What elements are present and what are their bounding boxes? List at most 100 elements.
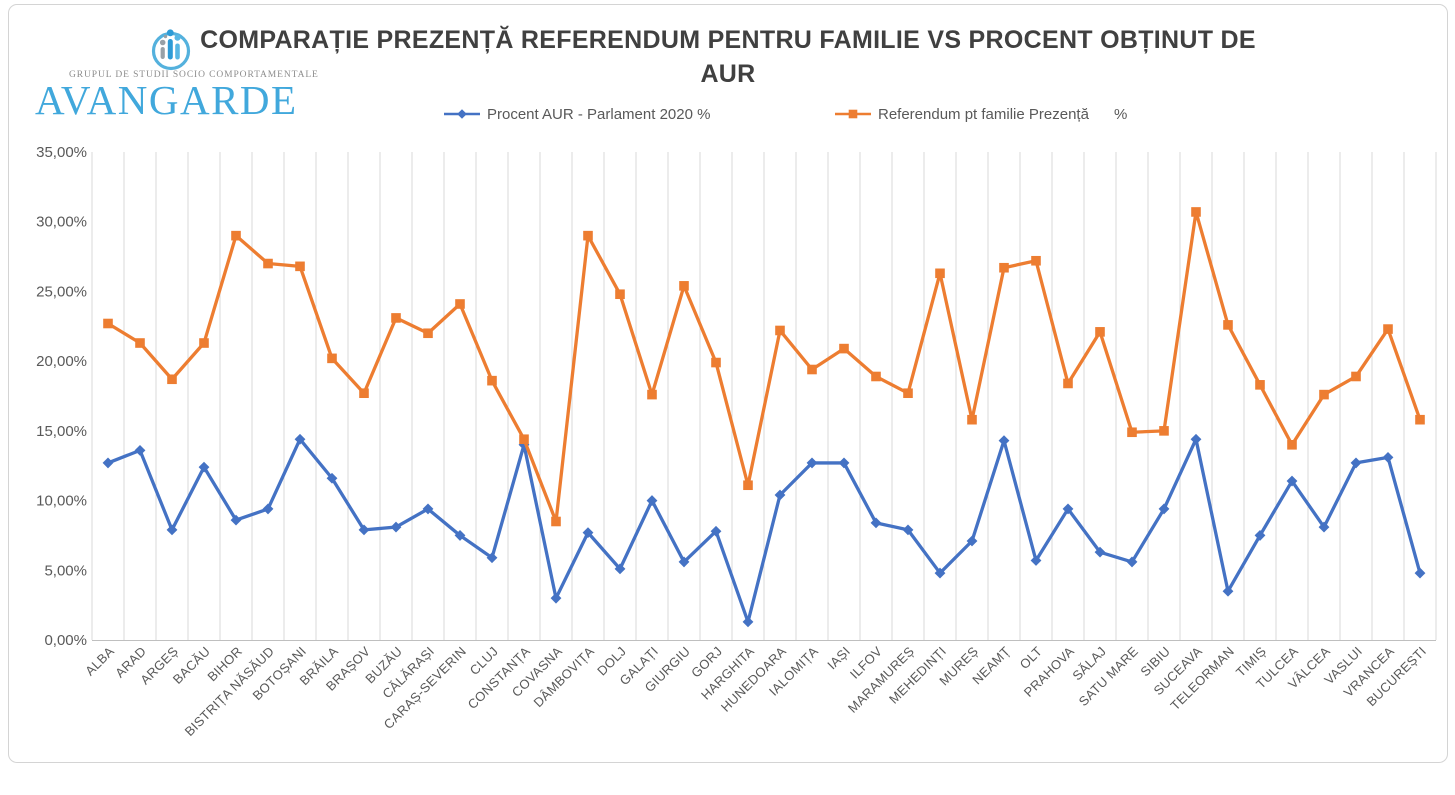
data-point-marker — [1415, 414, 1425, 425]
data-point-marker — [167, 374, 177, 385]
data-point-marker — [1031, 255, 1041, 266]
chart-frame: GRUPUL DE STUDII SOCIO COMPORTAMENTALE A… — [8, 4, 1448, 763]
data-point-marker — [166, 524, 178, 536]
data-point-marker — [614, 563, 626, 575]
data-point-marker — [1190, 433, 1202, 445]
data-point-marker — [295, 261, 305, 272]
data-point-marker — [263, 258, 273, 269]
data-point-marker — [551, 516, 561, 527]
data-point-marker — [743, 480, 753, 491]
data-point-marker — [391, 313, 401, 323]
y-axis-label: 20,00% — [36, 353, 87, 370]
data-point-marker — [838, 457, 850, 469]
data-point-marker — [422, 503, 434, 515]
data-point-marker — [1127, 427, 1137, 438]
data-point-marker — [1414, 567, 1426, 579]
data-point-marker — [1159, 426, 1169, 436]
data-point-marker — [102, 457, 114, 469]
data-point-marker — [359, 388, 369, 399]
data-point-marker — [870, 517, 882, 529]
y-axis-label: 15,00% — [36, 423, 87, 440]
y-axis-label: 25,00% — [36, 283, 87, 300]
data-point-marker — [615, 289, 625, 300]
data-point-marker — [583, 230, 593, 241]
legend-diamond-swatch — [444, 109, 480, 119]
data-point-marker — [1030, 555, 1042, 566]
data-point-marker — [1095, 327, 1105, 337]
data-point-marker — [1286, 475, 1298, 487]
legend-label: Referendum pt familie Prezență % — [878, 105, 1128, 123]
chart-title-line1: COMPARAȚIE PREZENȚĂ REFERENDUM PENTRU FA… — [200, 26, 1256, 54]
data-point-marker — [839, 343, 849, 354]
data-point-marker — [1382, 451, 1394, 463]
data-point-marker — [550, 592, 562, 604]
data-point-marker — [807, 364, 817, 375]
data-point-marker — [326, 472, 338, 484]
legend-label: Procent AUR - Parlament 2020 % — [487, 105, 711, 123]
chart-title: COMPARAȚIE PREZENȚĂ REFERENDUM PENTRU FA… — [9, 23, 1447, 91]
data-point-marker — [806, 457, 818, 469]
data-point-marker — [1126, 556, 1138, 568]
data-point-marker — [294, 433, 306, 445]
data-point-marker — [999, 262, 1009, 273]
plot-area: 0,00% 5,00% 10,00% 15,00% 20,00% 25,00% 30,00%… — [36, 144, 1437, 739]
legend-item: Procent AUR - Parlament 2020 % — [444, 105, 710, 123]
x-axis-label: OLT — [1017, 644, 1045, 672]
data-point-marker — [678, 556, 690, 568]
data-point-marker — [198, 461, 210, 473]
y-axis-label: 10,00% — [36, 493, 87, 510]
y-axis-label: 35,00% — [36, 144, 87, 161]
data-point-marker — [1287, 440, 1297, 450]
legend-item: Referendum pt familie Prezență % — [835, 105, 1127, 123]
data-point-marker — [486, 552, 498, 564]
y-axis-label: 0,00% — [44, 632, 87, 649]
data-point-marker — [1350, 457, 1362, 469]
chart-title-line2: AUR — [700, 60, 756, 88]
legend-square-swatch — [835, 109, 871, 119]
data-point-marker — [1063, 378, 1073, 389]
data-point-marker — [966, 535, 978, 547]
data-point-marker — [1222, 585, 1234, 597]
data-point-marker — [998, 435, 1010, 447]
data-point-marker — [199, 338, 209, 348]
data-point-marker — [454, 530, 466, 541]
data-point-marker — [231, 230, 241, 241]
data-point-marker — [679, 281, 689, 291]
series-line-square — [106, 210, 1422, 524]
data-point-marker — [423, 328, 433, 339]
data-point-marker — [935, 268, 945, 279]
logo-subtitle: GRUPUL DE STUDII SOCIO COMPORTAMENTALE — [69, 70, 319, 80]
data-point-marker — [390, 521, 402, 533]
data-point-marker — [519, 434, 529, 445]
y-axis-label: 30,00% — [36, 214, 87, 231]
data-point-marker — [103, 318, 113, 329]
data-point-marker — [1191, 207, 1201, 217]
data-point-marker — [1351, 371, 1361, 382]
data-point-marker — [774, 489, 786, 501]
data-point-marker — [455, 299, 465, 309]
data-point-marker — [647, 389, 657, 400]
data-point-marker — [934, 567, 946, 579]
data-point-marker — [582, 527, 594, 539]
logo-brand: AVANGARDE — [35, 77, 298, 123]
data-point-marker — [903, 388, 913, 399]
data-point-marker — [1254, 530, 1266, 541]
y-axis-label: 5,00% — [44, 562, 87, 579]
data-point-marker — [1318, 521, 1330, 533]
data-point-marker — [1094, 546, 1106, 558]
data-point-marker — [711, 357, 721, 368]
data-point-marker — [742, 616, 754, 628]
avangarde-people-circle-icon — [151, 29, 191, 71]
data-point-marker — [871, 371, 881, 382]
data-point-marker — [775, 325, 785, 336]
data-point-marker — [902, 524, 914, 536]
series-line-diamond — [106, 437, 1422, 624]
data-point-marker — [230, 514, 242, 526]
x-axis-label: ALBA — [82, 644, 117, 679]
data-point-marker — [135, 338, 145, 348]
data-point-marker — [1158, 503, 1170, 515]
data-point-marker — [1255, 380, 1265, 390]
data-point-marker — [358, 524, 370, 536]
data-point-marker — [1383, 324, 1393, 334]
data-point-marker — [1223, 320, 1233, 330]
